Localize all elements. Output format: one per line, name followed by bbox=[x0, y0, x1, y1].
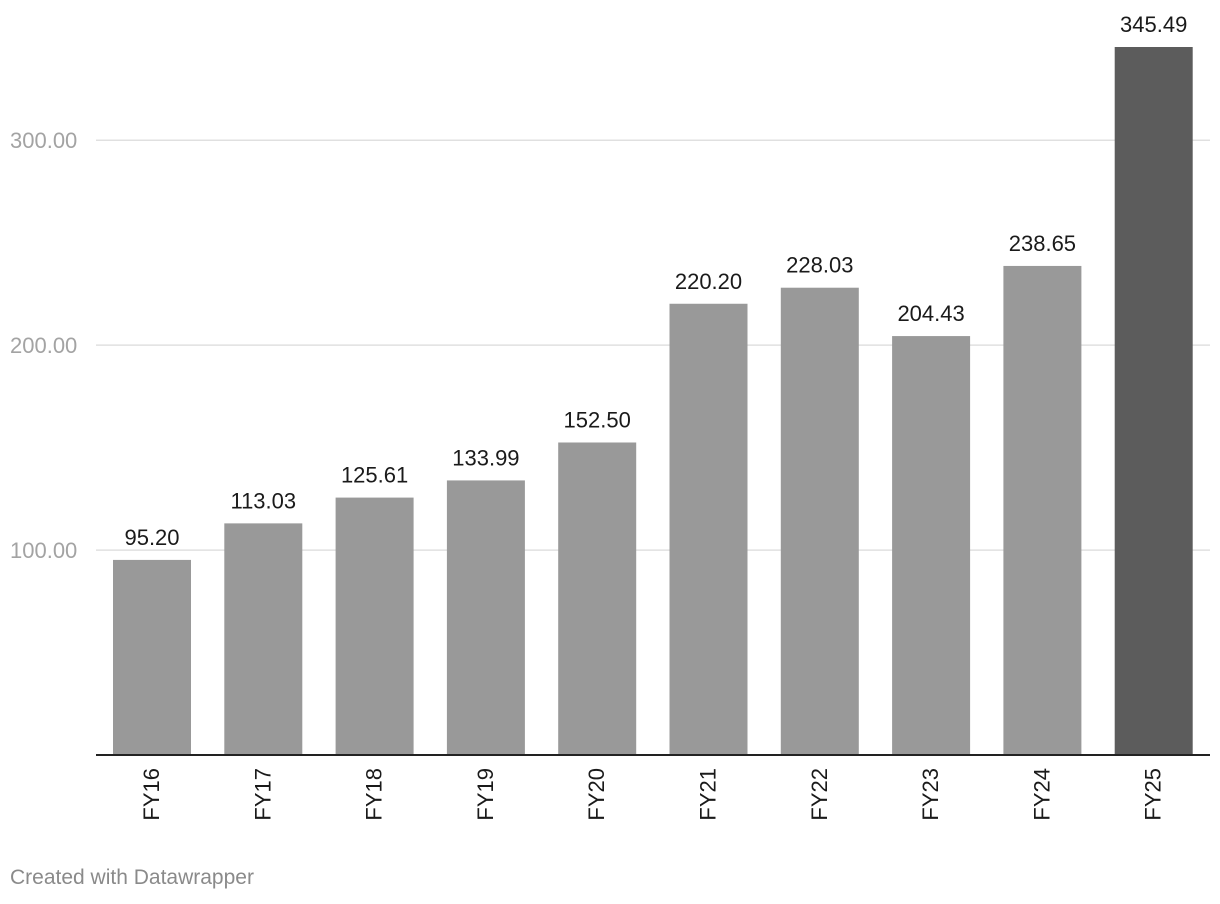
bar-value-label: 238.65 bbox=[1009, 231, 1076, 256]
bar-value-label: 345.49 bbox=[1120, 12, 1187, 37]
bar bbox=[558, 442, 637, 755]
x-category-label: FY21 bbox=[696, 768, 721, 821]
y-tick-label: 100.00 bbox=[10, 538, 77, 563]
bar-value-label: 95.20 bbox=[124, 525, 179, 550]
bar bbox=[224, 523, 303, 755]
x-category-label: FY23 bbox=[918, 768, 943, 821]
bar bbox=[892, 336, 971, 755]
footer-credit: Created with Datawrapper bbox=[10, 866, 254, 889]
bar-value-label: 228.03 bbox=[786, 253, 853, 278]
x-category-label: FY22 bbox=[807, 768, 832, 821]
bar bbox=[113, 559, 191, 755]
y-tick-label: 200.00 bbox=[10, 333, 77, 358]
x-category-label: FY18 bbox=[362, 768, 387, 821]
bar bbox=[669, 303, 748, 755]
x-category-label: FY16 bbox=[139, 768, 164, 821]
x-category-label: FY20 bbox=[584, 768, 609, 821]
bar-value-label: 204.43 bbox=[897, 301, 964, 326]
bar-value-label: 113.03 bbox=[230, 488, 296, 513]
bar bbox=[335, 497, 414, 755]
x-category-label: FY17 bbox=[250, 768, 275, 821]
x-category-label: FY24 bbox=[1029, 768, 1054, 821]
bar-value-label: 125.61 bbox=[341, 463, 408, 488]
bar bbox=[780, 287, 859, 755]
bar-value-label: 133.99 bbox=[452, 445, 519, 470]
y-tick-label: 300.00 bbox=[10, 128, 77, 153]
bar-value-label: 220.20 bbox=[675, 269, 742, 294]
x-category-label: FY25 bbox=[1141, 768, 1166, 821]
bar bbox=[446, 480, 525, 755]
bar-value-label: 152.50 bbox=[564, 407, 631, 432]
bar bbox=[1003, 265, 1082, 755]
bar bbox=[1114, 47, 1193, 755]
x-category-label: FY19 bbox=[473, 768, 498, 821]
